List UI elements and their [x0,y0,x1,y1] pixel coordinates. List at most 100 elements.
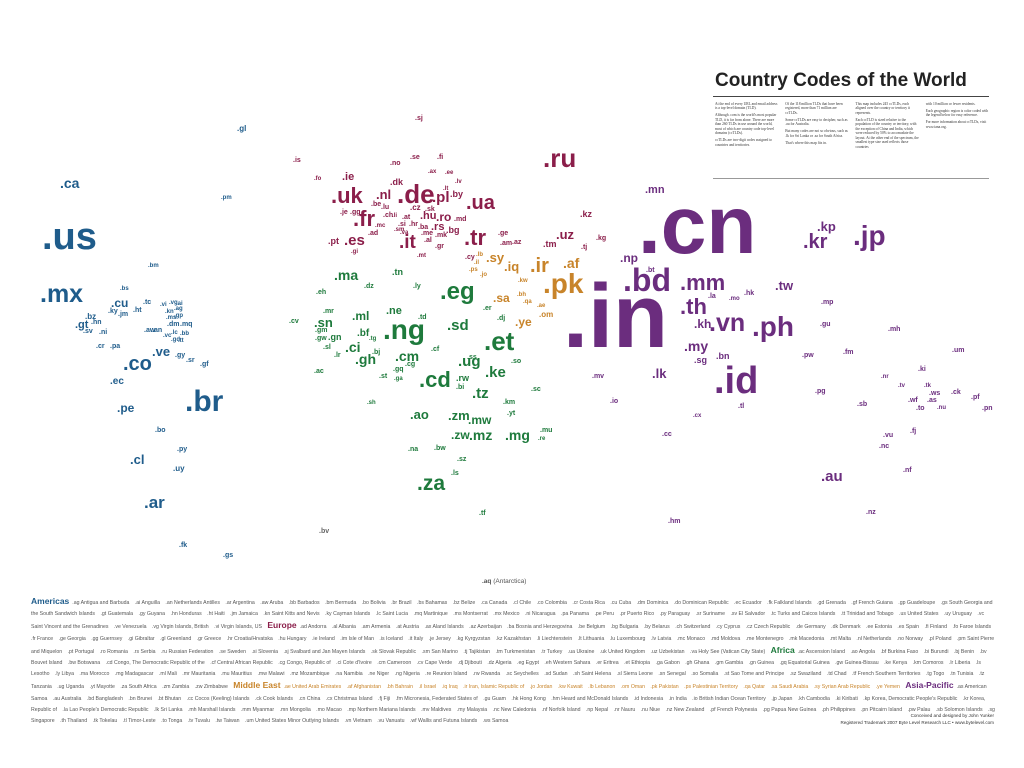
tld-label-ki: .ki [918,366,926,373]
tld-label-tf: .tf [479,510,486,517]
legend-entry: .mk Macedonia [788,635,825,642]
tld-label-pt: .pt [328,236,339,246]
tld-label-uz: .uz [556,227,575,242]
tld-label-jm: .jm [118,311,129,318]
tld-label-tt: .tt [178,338,184,344]
tld-label-mr: .mr [323,308,334,315]
antarctica-label: .aq (Antarctica) [482,578,526,585]
tld-label-ag: .ag [174,306,183,312]
intro-paragraph: ccTLDs are two-digit codes assigned to c… [715,138,772,147]
tld-label-dk: .dk [390,177,404,187]
legend-entry: .cl Chile [512,600,532,606]
legend-entry: .im Isle of Man [340,635,374,642]
tld-label-wf: .wf [908,397,918,404]
tld-label-hn: .hn [91,319,102,326]
legend-entry: .ws Samoa [482,718,509,725]
legend-entry: .bj Benin [953,648,975,655]
tld-label-it: .it [399,232,416,253]
tld-label-gf: .gf [200,361,209,368]
tld-label-gt: .gt [75,319,89,331]
antarctica-name: (Antarctica) [493,578,527,585]
tld-label-gs: .gs [223,552,234,559]
tld-label-es: .es [344,232,365,249]
tld-label-lv: .lv [455,179,462,185]
tld-label-me: .me [421,230,434,237]
intro-paragraph: Although .com is the world's most popula… [715,113,777,136]
legend-entry: .pf French Polynesia [709,706,758,713]
legend-entry: .ga Gabon [655,660,680,667]
legend-entry: .ie Ireland [311,635,335,642]
legend-entry: .sc Seychelles [505,671,539,678]
legend-entry: .mm Myanmar [240,706,275,713]
legend-entry: .kh Cambodia [797,695,830,702]
tld-label-pm: .pm [221,195,232,201]
legend-entry: .cz Czech Republic [745,624,791,631]
legend-entry: .ax Aland Islands [424,624,464,631]
intro-paragraph: But many codes are not so obvious, such … [785,129,848,138]
tld-label-cf: .cf [431,346,440,353]
legend-entry: .gp Guadeloupe [898,600,936,606]
legend-entry: .bb Barbados [288,600,320,606]
legend-entry: .tc Turks and Caicos Islands [770,611,836,618]
legend-entry: .ca Canada [480,600,508,606]
tld-label-td: .td [418,314,427,321]
tld-label-tr: .tr [464,225,486,250]
tld-label-ke: .ke [485,364,506,381]
legend-entry: .bg Bulgaria [610,624,639,631]
tld-label-lt: .lt [443,186,449,192]
legend-entry: .ad Andorra [299,624,327,631]
tld-label-sr: .sr [186,357,195,364]
tld-label-uk: .uk [331,183,363,208]
tld-label-cz: .cz [410,203,421,212]
legend-entry: .fr France [31,635,54,642]
legend-entry: .io British Indian Ocean Territory [692,695,766,702]
legend-entry: .eg Egypt [517,660,539,667]
tld-label-mx: .mx [40,280,84,308]
tld-label-cy: .cy [465,254,475,261]
legend-entry: .gt Guatemala [100,611,134,618]
tld-label-vi: .vi [160,302,167,308]
legend-entry: .bh Bahrain [386,684,413,691]
legend-entry: .vg Virgin Islands, British [151,624,209,631]
tld-label-zw: .zw [451,428,470,442]
tld-label-ad: .ad [368,230,379,237]
legend-entry: .pe Peru [594,611,615,618]
legend-entry: .jp Japan [771,695,793,702]
tld-label-ac: .ac [314,368,324,375]
legend-region-asia_pacific: Asia-Pacific [905,680,954,691]
tld-label-gl: .gl [237,124,247,133]
tld-label-lb: .lb [476,252,483,258]
legend-entry: .ml Mali [158,671,177,678]
legend-entry: .ee Estonia [866,624,892,631]
legend-entry: .as American Samoa [31,684,987,702]
credits: Conceived and designed by John Yunker Re… [840,712,994,726]
tld-label-cd: .cd [419,367,451,392]
tld-label-pg: .pg [815,388,826,395]
tld-label-cl: .cl [130,452,145,467]
tld-label-tc: .tc [143,299,152,306]
page-title: Country Codes of the World [715,70,967,91]
tld-label-no: .no [390,160,401,167]
tld-label-iq: .iq [504,259,520,274]
tld-label-mg: .mg [505,427,530,443]
legend-entry: .am Armenia [361,624,391,631]
tld-label-mu: .mu [540,427,553,434]
legend-entry: .la Lao People's Democratic Republic [62,706,149,713]
intro-column: This map includes 245 ccTLDs, each align… [856,102,920,176]
legend-entry: .is Iceland [379,635,403,642]
legend-entry: .se Sweden [218,648,247,655]
legend-entry: .rw Rwanda [472,671,501,678]
legend-entry: .an Netherlands Antilles [165,600,220,606]
legend-entry: .nf Norfolk Island [541,706,581,713]
legend-entry: .hk Hong Kong [511,695,546,702]
tld-label-ro: .ro [436,210,452,224]
tld-label-qa: .qa [523,299,532,305]
legend-entry: .ne Niger [368,671,390,678]
tld-label-nr: .nr [881,374,889,380]
legend-entry: .sm San Marino [421,648,458,655]
legend-entry: .tf French Southern Territories [851,671,921,678]
legend-entry: .tm Turkmenistan [495,648,536,655]
legend-entry: .do Dominican Republic [673,600,729,606]
legend-entry: .gg Guernsey [91,635,123,642]
tld-label-vn: .vn [709,309,746,337]
